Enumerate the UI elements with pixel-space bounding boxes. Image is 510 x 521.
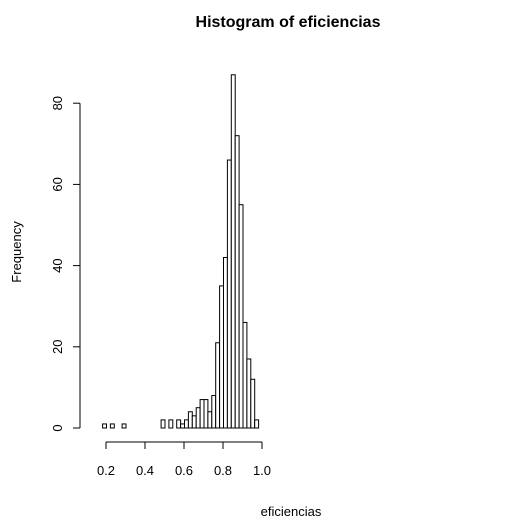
x-tick-label: 0.2 bbox=[97, 463, 115, 478]
x-axis-label: eficiencias bbox=[261, 504, 322, 519]
bars-group bbox=[102, 74, 260, 429]
x-tick-label: 0.4 bbox=[136, 463, 154, 478]
y-axis: 0 20 40 60 80 bbox=[50, 96, 81, 432]
histogram-bar bbox=[102, 423, 107, 429]
histogram-bar bbox=[207, 411, 213, 429]
chart-title: Histogram of eficiencias bbox=[196, 14, 381, 31]
histogram-bar bbox=[215, 342, 221, 429]
histogram-bar bbox=[180, 423, 186, 429]
histogram-bar bbox=[226, 159, 232, 429]
histogram-bar bbox=[160, 419, 166, 429]
histogram-bar bbox=[246, 358, 252, 429]
histogram-bar bbox=[219, 285, 225, 429]
histogram-bar bbox=[184, 419, 189, 429]
y-tick-label: 20 bbox=[50, 340, 65, 354]
x-tick-label: 1.0 bbox=[253, 463, 271, 478]
histogram-bar bbox=[121, 423, 127, 429]
histogram-bar bbox=[191, 415, 197, 429]
histogram-bar bbox=[187, 411, 193, 429]
histogram-bar bbox=[238, 204, 244, 429]
histogram-bar bbox=[195, 407, 201, 429]
histogram-bar bbox=[203, 399, 209, 429]
histogram-bar bbox=[168, 419, 174, 429]
histogram-bar bbox=[223, 256, 228, 429]
y-tick-label: 0 bbox=[50, 424, 65, 431]
x-tick-label: 0.6 bbox=[175, 463, 193, 478]
histogram-bar bbox=[211, 395, 217, 429]
histogram-bar bbox=[234, 135, 240, 429]
y-tick-label: 60 bbox=[50, 177, 65, 191]
y-tick-label: 80 bbox=[50, 96, 65, 110]
histogram-bar bbox=[199, 399, 205, 429]
y-axis-label: Frequency bbox=[9, 221, 24, 283]
histogram-bar bbox=[230, 74, 236, 429]
y-tick-label: 40 bbox=[50, 258, 65, 272]
histogram-bar bbox=[242, 321, 248, 429]
x-tick-label: 0.8 bbox=[214, 463, 232, 478]
x-axis: 0.2 0.4 0.6 0.8 1.0 bbox=[97, 441, 271, 478]
histogram-bar bbox=[176, 419, 182, 429]
histogram-bar bbox=[109, 423, 115, 429]
histogram-bar bbox=[254, 419, 260, 429]
histogram-bar bbox=[250, 378, 256, 429]
